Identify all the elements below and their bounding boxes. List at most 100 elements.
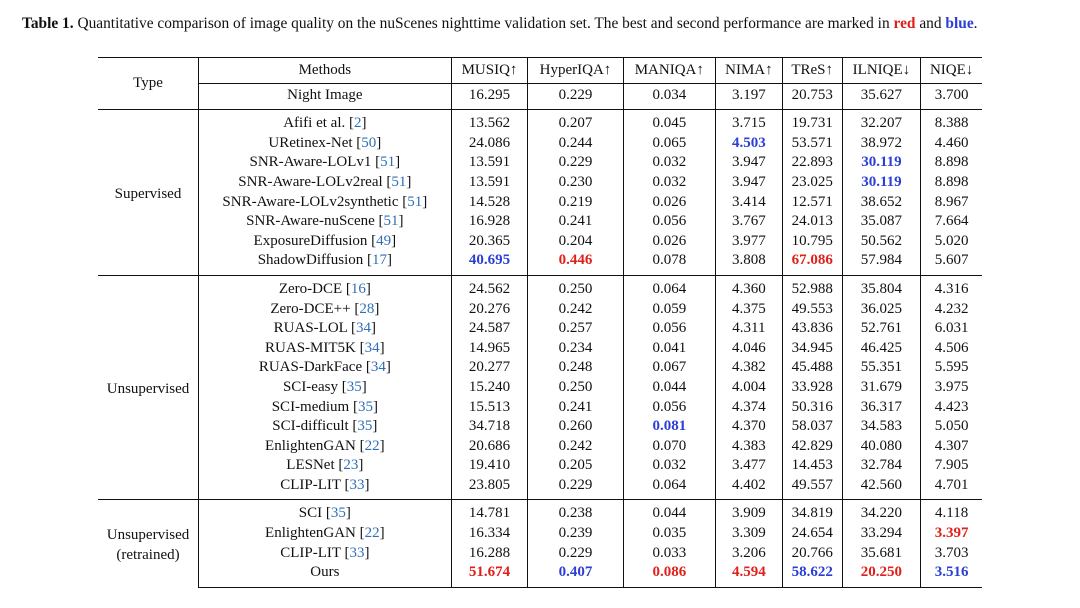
table-row: SNR-Aware-LOLv2synthetic [51] 14.528 0.219…	[98, 192, 982, 213]
table-row: Ours 51.674 0.407 0.086 4.594 58.622 20.250 3.5…	[98, 563, 982, 588]
value-cell: 32.784	[842, 456, 922, 476]
value-cell: 0.044	[623, 499, 717, 525]
citation-ref: 35	[346, 378, 362, 395]
method-cell: ExposureDiffusion [49]	[198, 231, 452, 252]
value-cell: 0.230	[527, 172, 624, 193]
table-row: SCI-difficult [35] 34.718 0.260 0.081 4.370 5…	[98, 417, 982, 437]
method-cell: Ours	[198, 563, 452, 588]
method-cell: LESNet [23]	[198, 456, 452, 476]
value-cell: 20.277	[451, 358, 529, 378]
value-cell: 20.753	[782, 82, 843, 110]
method-name: Afifi et al. [	[283, 115, 354, 132]
table-row: ExposureDiffusion [49] 20.365 0.204 0.026 3.…	[98, 231, 982, 252]
citation-ref: 22	[364, 525, 380, 542]
citation-ref: 33	[349, 544, 365, 561]
method-cell: SNR-Aware-LOLv1 [51]	[198, 153, 452, 173]
type-cell: Unsupervised (retrained)	[98, 499, 199, 588]
value-cell: 0.065	[623, 133, 717, 154]
table-row: CLIP-LIT [33] 16.288 0.229 0.033 3.206 20.766…	[98, 543, 982, 564]
value-cell: 3.397	[934, 525, 969, 542]
value-cell: 34.945	[782, 338, 843, 359]
method-cell: Night Image	[198, 82, 452, 110]
value-cell: 4.118	[920, 499, 982, 525]
table-row: URetinex-Net [50] 24.086 0.244 0.065 4.503 53…	[98, 133, 982, 154]
value-cell: 50.316	[782, 397, 843, 418]
value-cell: 5.050	[934, 418, 969, 435]
table-row: RUAS-DarkFace [34] 20.277 0.248 0.067 4.382 4…	[98, 358, 982, 378]
caption-text: Quantitative comparison of image quality…	[77, 15, 890, 32]
citation-bracket: ]	[379, 437, 385, 454]
value-cell: 40.695	[451, 251, 529, 276]
value-cell: 23.025	[782, 172, 843, 193]
value-cell: 3.767	[715, 212, 783, 232]
method-name: ShadowDiffusion [	[257, 252, 372, 269]
value-cell: 4.383	[715, 436, 783, 457]
value-cell: 7.905	[934, 457, 969, 474]
value-cell: 13.591	[451, 153, 529, 173]
column-header: MANIQA↑	[623, 57, 717, 84]
value-cell: 0.238	[527, 499, 624, 525]
type-cell: Supervised	[98, 109, 199, 276]
method-name: LESNet [	[286, 457, 344, 474]
table-row: EnlightenGAN [22] 20.686 0.242 0.070 4.383 42…	[98, 436, 982, 457]
value-cell: 3.516	[920, 563, 982, 588]
value-cell: 0.026	[623, 192, 717, 213]
method-cell: CLIP-LIT [33]	[198, 543, 452, 564]
value-cell: 0.229	[527, 543, 624, 564]
value-cell: 0.064	[623, 274, 717, 300]
column-header: TReS↑	[782, 57, 843, 84]
method-cell: CLIP-LIT [33]	[198, 475, 452, 500]
caption-end: .	[973, 15, 978, 32]
value-cell: 3.947	[715, 172, 783, 193]
citation-bracket: ]	[371, 320, 377, 337]
value-cell: 33.294	[842, 524, 922, 544]
method-name: SNR-Aware-LOLv2synthetic [	[222, 193, 408, 210]
table-row: CLIP-LIT [33] 23.805 0.229 0.064 4.402 49.557…	[98, 475, 982, 500]
method-cell: SCI [35]	[198, 499, 452, 525]
value-cell: 58.037	[782, 417, 843, 437]
value-cell: 0.059	[623, 299, 717, 320]
method-cell: SNR-Aware-LOLv2real [51]	[198, 172, 452, 193]
value-cell: 23.805	[451, 475, 529, 500]
method-name: RUAS-LOL [	[273, 320, 357, 337]
value-cell: 16.334	[451, 524, 529, 544]
method-cell: SCI-easy [35]	[198, 377, 452, 398]
value-cell: 20.766	[782, 543, 843, 564]
value-cell: 0.045	[623, 109, 717, 134]
value-cell: 3.477	[715, 456, 783, 476]
citation-bracket: ]	[395, 154, 401, 171]
value-cell: 34.220	[842, 499, 922, 525]
value-cell: 49.557	[782, 475, 843, 500]
caption-blue-word: blue	[945, 15, 974, 32]
table-row: RUAS-LOL [34] 24.587 0.257 0.056 4.311 43.836…	[98, 319, 982, 339]
value-cell: 0.241	[527, 397, 624, 418]
value-cell: 33.928	[782, 377, 843, 398]
value-cell: 8.898	[934, 154, 969, 171]
value-cell: 16.295	[451, 82, 529, 110]
column-header: NIQE↓	[920, 57, 982, 84]
citation-bracket: ]	[422, 193, 428, 210]
value-cell: 30.119	[842, 172, 922, 193]
value-cell: 6.031	[934, 320, 969, 337]
citation-ref: 50	[361, 134, 377, 151]
column-header: ILNIQE↓	[842, 57, 922, 84]
method-cell: SCI-medium [35]	[198, 397, 452, 418]
citation-bracket: ]	[364, 544, 370, 561]
value-cell: 3.197	[715, 82, 783, 110]
value-cell: 4.232	[934, 300, 969, 317]
value-cell: 4.701	[934, 476, 969, 493]
value-cell: 4.423	[934, 398, 969, 415]
value-cell: 0.407	[527, 563, 624, 588]
value-cell: 0.204	[527, 231, 624, 252]
value-cell: 4.316	[920, 274, 982, 300]
value-cell: 0.032	[623, 456, 717, 476]
citation-bracket: ]	[385, 359, 391, 376]
value-cell: 7.664	[934, 213, 969, 230]
method-name: SNR-Aware-LOLv1 [	[249, 154, 381, 171]
value-cell: 0.026	[623, 231, 717, 252]
value-cell: 0.229	[527, 475, 624, 500]
citation-bracket: ]	[358, 457, 364, 474]
value-cell: 8.388	[920, 109, 982, 134]
citation-ref: 34	[356, 320, 372, 337]
citation-bracket: ]	[398, 213, 404, 230]
